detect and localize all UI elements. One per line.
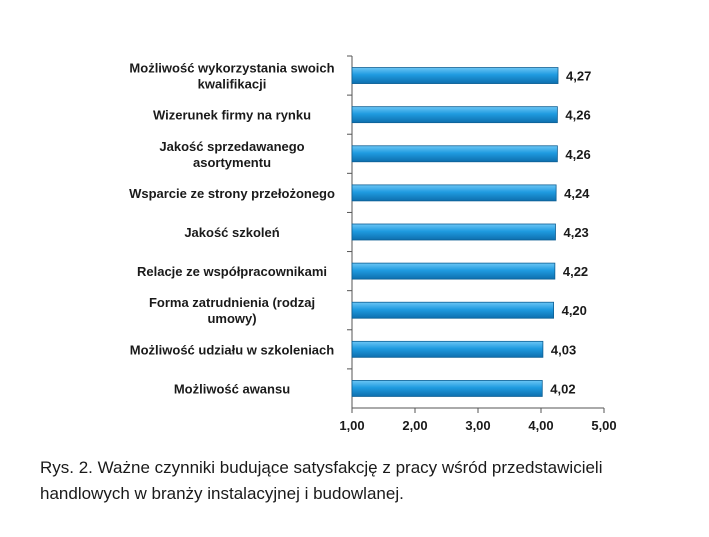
bar [351,67,559,84]
bar-value-label: 4,26 [565,108,590,123]
value-labels: 4,27 4,26 4,26 4,24 4,23 4,22 4,20 4,03 4,02 [550,69,591,397]
bar-value-label: 4,27 [566,69,591,84]
category-label: Wizerunek firmy na rynku [153,108,311,123]
bar-value-label: 4,02 [550,381,575,396]
category-label: Możliwość wykorzystania swoich kwalifikac… [129,61,334,92]
bar [351,380,543,397]
category-labels: Możliwość wykorzystania swoich kwalifikac… [129,61,335,397]
bar [351,262,556,280]
chart-bars [351,67,559,397]
category-label: Wsparcie ze strony przełożonego [129,186,335,201]
category-label: Forma zatrudnienia (rodzaj umowy) [149,295,315,326]
bar [351,106,558,124]
bar-value-label: 4,20 [562,303,587,318]
bar-value-label: 4,24 [564,186,590,201]
bar [351,340,544,358]
category-label: Jakość szkoleń [184,225,279,240]
bar-value-label: 4,22 [563,264,588,279]
bar [351,223,556,241]
x-tick-label: 5,00 [591,418,616,433]
bar [351,145,558,163]
bar [351,184,557,202]
category-label: Możliwość udziału w szkoleniach [130,342,334,357]
x-tick-label: 2,00 [402,418,427,433]
figure-caption: Rys. 2. Ważne czynniki budujące satysfak… [40,458,603,503]
bar-chart: Możliwość wykorzystania swoich kwalifikac… [129,55,617,433]
bar-value-label: 4,23 [563,225,588,240]
category-label: Relacje ze współpracownikami [137,264,327,279]
x-tick-labels: 1,00 2,00 3,00 4,00 5,00 [339,418,616,433]
bar [351,301,555,319]
bar-value-label: 4,26 [565,147,590,162]
category-label: Jakość sprzedawanego asortymentu [159,139,304,170]
x-tick-label: 1,00 [339,418,364,433]
category-label: Możliwość awansu [174,381,290,396]
x-tick-label: 4,00 [528,418,553,433]
bar-value-label: 4,03 [551,342,576,357]
x-tick-label: 3,00 [465,418,490,433]
